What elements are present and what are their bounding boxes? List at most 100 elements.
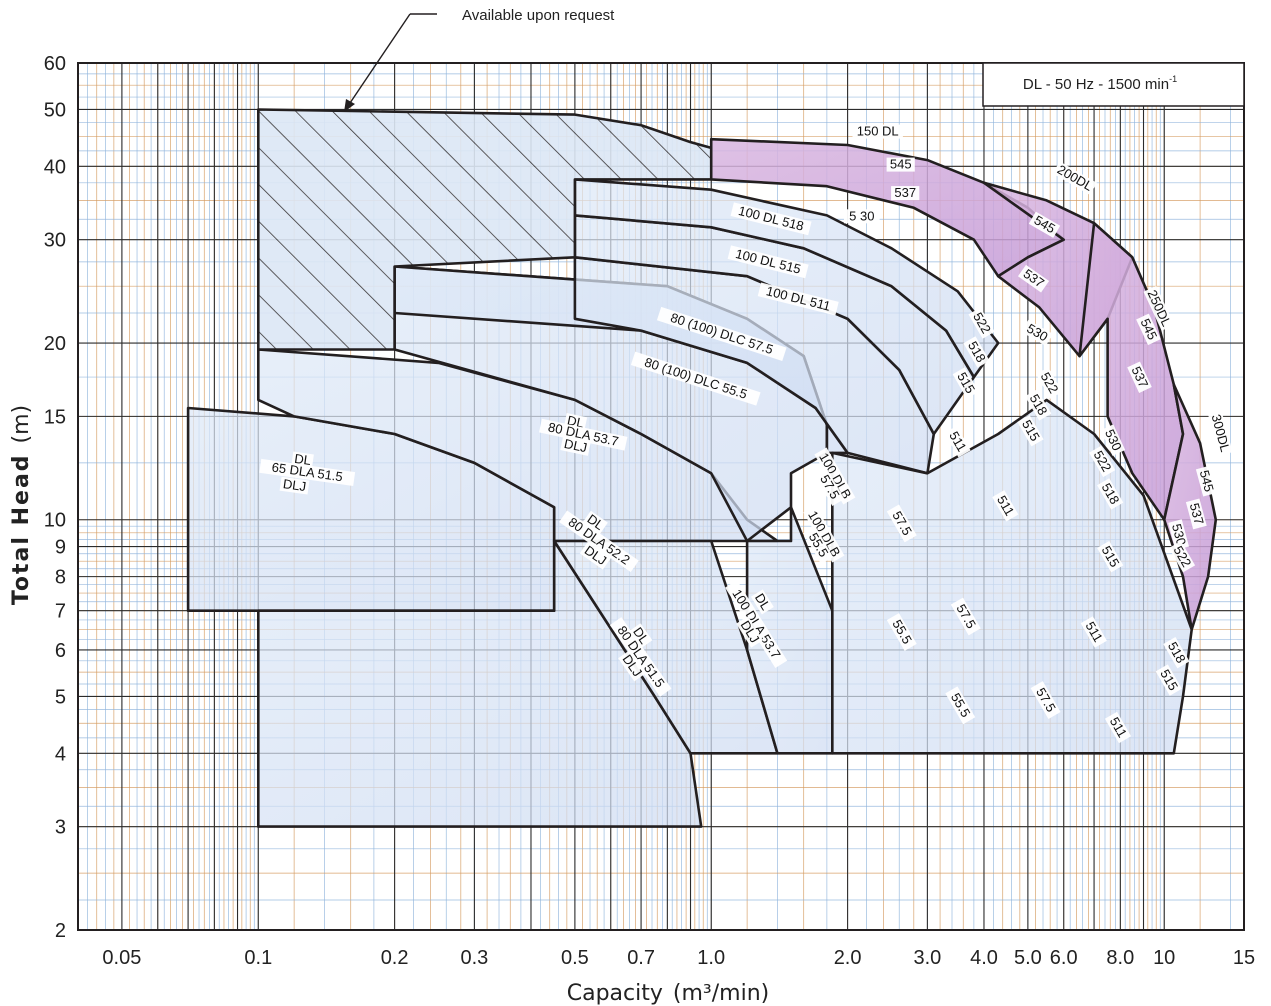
x-axis-title: Capacity (m³/min) (567, 981, 769, 1006)
zone-label-text: 530 (1169, 522, 1189, 547)
y-tick-label: 8 (55, 567, 66, 589)
x-tick-labels: 0.05 0.1 0.2 0.3 0.5 0.7 1.0 2.0 3.0 4.0 5.0 6.0 8.0… (102, 947, 1255, 969)
y-tick-labels: 2 3 4 5 6 7 8 9 10 15 20 30 40 50 60 (44, 53, 66, 942)
zone-label-text: 537 (1187, 501, 1207, 526)
y-tick-label: 5 (55, 686, 66, 708)
y-tick-label: 15 (44, 406, 66, 428)
zone-label-bg (750, 589, 774, 615)
zone-label-bg (1104, 711, 1132, 744)
x-tick-label: 0.7 (627, 947, 655, 969)
zone-label-bg (539, 418, 628, 451)
x-tick-label: 3.0 (913, 947, 941, 969)
zone-label-bg (618, 650, 646, 682)
zone-label-bg (1021, 319, 1053, 347)
zone-label-text: 5 30 (849, 208, 874, 223)
annotation-text: Available upon request (462, 7, 615, 24)
zone-label-bg (1168, 519, 1190, 551)
zone-label-bg (1030, 681, 1061, 720)
zone-label: 545 (1195, 465, 1217, 497)
zone-label-bg (1163, 636, 1190, 669)
y-tick-label: 30 (44, 230, 66, 252)
zone-label-bg (730, 202, 812, 236)
zone-label-bg (950, 597, 981, 636)
x-tick-label: 4.0 (970, 947, 998, 969)
y-tick-label: 20 (44, 333, 66, 355)
zone-label-bg (736, 616, 764, 648)
legend-box-text: DL - 50 Hz - 1500 min-1 (1023, 74, 1177, 93)
zone-label: 200DL (1052, 161, 1097, 196)
zone-label-bg (945, 686, 976, 725)
zone-label-bg (814, 447, 856, 505)
zone-label-bg (814, 468, 845, 507)
zone-label-bg (1097, 478, 1124, 510)
zone-label-text: DL (752, 591, 774, 613)
zone-label-text: 537 (894, 185, 916, 200)
x-tick-label: 1.0 (697, 947, 725, 969)
zone-label-bg (852, 124, 903, 139)
zone-label-text: 300DL (1209, 413, 1233, 454)
zone-label-bg (1025, 389, 1052, 421)
zone-label: 537 (891, 185, 920, 201)
zone-label-bg (886, 613, 917, 651)
y-tick-label: 6 (55, 640, 66, 662)
x-tick-label: 0.3 (460, 947, 488, 969)
y-tick-label: 60 (44, 53, 66, 75)
zone-label-bg (1100, 424, 1126, 456)
zone-label-bg (844, 209, 880, 224)
x-axis-unit: (m³/min) (673, 981, 769, 1006)
operating-zones (186, 108, 1218, 828)
zone-label-bg (579, 541, 611, 570)
y-tick-label: 50 (44, 100, 66, 122)
x-tick-label: 5.0 (1014, 947, 1042, 969)
legend-box: DL - 50 Hz - 1500 min-1 (982, 62, 1245, 107)
x-tick-label: 6.0 (1050, 947, 1078, 969)
zone-label-text: DLJ (282, 476, 307, 494)
zone-label-bg (559, 510, 639, 573)
x-tick-label: 8.0 (1106, 947, 1134, 969)
zone-label-bg (1168, 540, 1196, 573)
x-tick-label: 2.0 (834, 947, 862, 969)
zone-label-bg (1089, 445, 1116, 478)
zone-label-bg (656, 306, 787, 361)
zone-label-bg (963, 336, 990, 368)
zone-label-bg (628, 623, 653, 649)
x-tick-label: 10 (1153, 947, 1175, 969)
zone-label-bg (1127, 361, 1152, 393)
zone-label: DLJ (279, 476, 310, 495)
zone-label-bg (1155, 664, 1182, 696)
zone-label-bg (259, 458, 356, 486)
zone-label-bg (886, 504, 917, 543)
zone-label: DL (750, 589, 774, 615)
zone-label-bg (803, 526, 834, 565)
zone-label: 530 (1021, 319, 1053, 347)
zone-area (256, 108, 713, 351)
zone-label: 530 (1168, 519, 1190, 551)
zone-label: DLJ (560, 436, 591, 456)
zone-label-bg (757, 282, 839, 316)
legend-box-superscript: -1 (1169, 74, 1177, 84)
zone-label-bg (1207, 410, 1233, 456)
plot-frame (77, 62, 1245, 931)
y-tick-label: 9 (55, 537, 66, 559)
zone-label-bg (968, 307, 995, 339)
y-axis-title-text: Total Head (9, 453, 34, 605)
y-axis-title: Total Head (m) (9, 405, 34, 605)
zone-label-bg (1097, 540, 1124, 573)
y-axis-unit: (m) (9, 405, 34, 444)
zone-label-bg (279, 476, 310, 495)
legend-box-main: DL - 50 Hz - 1500 min (1023, 76, 1169, 93)
zone-label-bg (952, 367, 979, 399)
zone-label-bg (803, 505, 845, 563)
zone-label-bg (1195, 465, 1217, 497)
zone-label: 537 (1185, 498, 1207, 530)
y-tick-label: 7 (55, 601, 66, 623)
zone-label-text: 150 DL (857, 124, 899, 139)
annotation-arrowhead (344, 99, 355, 112)
zone-label-bg (725, 580, 788, 669)
zone-label-bg (1017, 414, 1044, 447)
zone-label-text: 545 (890, 157, 912, 172)
zone-label: 57.5 (950, 597, 981, 636)
zone-label-bg (1143, 285, 1175, 331)
x-axis-title-text: Capacity (567, 981, 663, 1006)
